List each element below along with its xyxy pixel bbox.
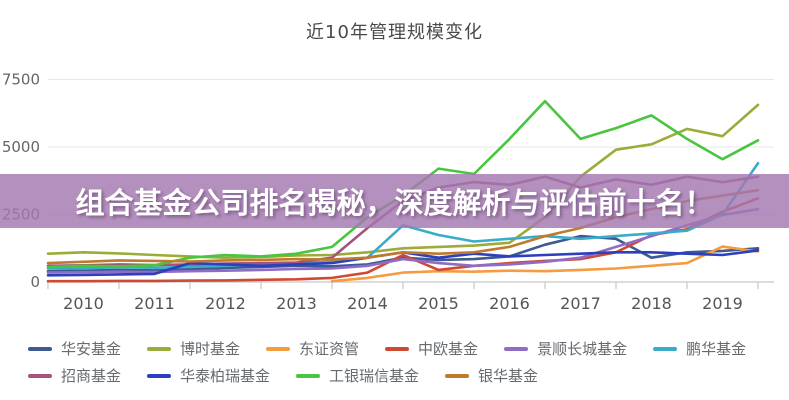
legend-label: 景顺长城基金 xyxy=(537,340,628,358)
y-tick-label-0: 0 xyxy=(30,273,40,291)
legend-item-鹏华基金[interactable]: 鹏华基金 xyxy=(653,340,746,358)
legend-swatch-icon xyxy=(385,347,410,351)
x-tick-label-2014: 2014 xyxy=(347,294,388,313)
legend-swatch-icon xyxy=(445,374,470,378)
x-tick-label-2013: 2013 xyxy=(276,294,317,313)
legend-item-工银瑞信基金[interactable]: 工银瑞信基金 xyxy=(296,367,419,385)
y-tick-label-5000: 5000 xyxy=(2,138,40,156)
legend-item-华泰柏瑞基金[interactable]: 华泰柏瑞基金 xyxy=(147,367,270,385)
legend-label: 招商基金 xyxy=(61,367,122,385)
legend-item-东证资管[interactable]: 东证资管 xyxy=(266,340,359,358)
legend-item-博时基金[interactable]: 博时基金 xyxy=(147,340,240,358)
legend-label: 工银瑞信基金 xyxy=(329,367,420,385)
legend-label: 华泰柏瑞基金 xyxy=(180,367,271,385)
legend-label: 银华基金 xyxy=(478,367,539,385)
legend-item-华安基金[interactable]: 华安基金 xyxy=(28,340,121,358)
legend-item-景顺长城基金[interactable]: 景顺长城基金 xyxy=(504,340,627,358)
chart-title: 近10年管理规模变化 xyxy=(306,22,483,43)
x-tick-label-2011: 2011 xyxy=(134,294,175,313)
legend-swatch-icon xyxy=(28,374,52,378)
legend-label: 华安基金 xyxy=(61,340,122,358)
x-tick-label-2010: 2010 xyxy=(63,294,104,313)
x-tick-label-2015: 2015 xyxy=(418,294,459,313)
line-chart-canvas: 0250050007500201020112012201320142015201… xyxy=(2,71,774,313)
headline-banner: 组合基金公司排名揭秘，深度解析与评估前十名！ xyxy=(0,174,789,228)
legend-swatch-icon xyxy=(147,347,172,351)
x-tick-label-2018: 2018 xyxy=(631,294,672,313)
chart-legend: 华安基金 博时基金 东证资管 中欧基金 景顺长城基金 鹏华基金招商基金 华泰柏瑞基金 工银瑞信… xyxy=(28,340,778,385)
series-line-博时基金 xyxy=(46,103,760,260)
legend-item-招商基金[interactable]: 招商基金 xyxy=(28,367,121,385)
legend-label: 鹏华基金 xyxy=(686,340,747,358)
series-line-景顺长城基金 xyxy=(46,207,760,274)
legend-label: 中欧基金 xyxy=(418,340,479,358)
legend-swatch-icon xyxy=(504,347,529,351)
y-tick-label-7500: 7500 xyxy=(2,71,40,89)
legend-item-银华基金[interactable]: 银华基金 xyxy=(445,367,538,385)
legend-label: 博时基金 xyxy=(180,340,241,358)
legend-swatch-icon xyxy=(266,347,291,351)
legend-swatch-icon xyxy=(28,347,52,351)
x-tick-label-2017: 2017 xyxy=(560,294,601,313)
legend-swatch-icon xyxy=(296,374,321,378)
x-tick-label-2012: 2012 xyxy=(205,294,246,313)
x-tick-label-2016: 2016 xyxy=(489,294,530,313)
series-line-东证资管 xyxy=(330,245,760,283)
x-tick-label-2019: 2019 xyxy=(702,294,743,313)
headline-text: 组合基金公司排名揭秘，深度解析与评估前十名！ xyxy=(75,186,714,220)
legend-label: 东证资管 xyxy=(299,340,360,358)
legend-item-中欧基金[interactable]: 中欧基金 xyxy=(385,340,478,358)
legend-swatch-icon xyxy=(147,374,172,378)
legend-swatch-icon xyxy=(653,347,678,351)
